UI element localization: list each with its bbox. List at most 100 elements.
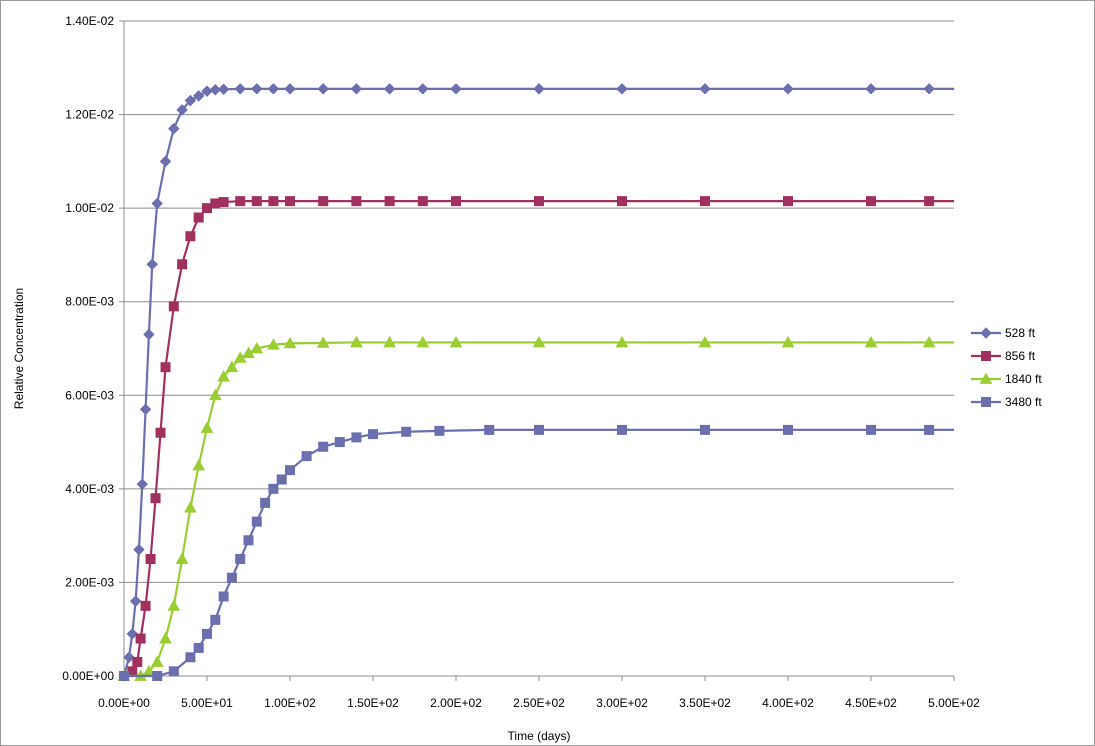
data-point — [184, 94, 197, 107]
data-point — [700, 196, 710, 207]
data-point — [350, 83, 363, 95]
data-point — [534, 424, 544, 435]
data-point — [383, 335, 396, 348]
data-point — [140, 600, 151, 611]
data-point — [251, 516, 262, 527]
data-point — [127, 666, 138, 677]
data-point — [235, 196, 246, 207]
data-point — [616, 83, 628, 95]
data-point — [923, 83, 935, 95]
data-point — [350, 335, 363, 348]
data-point — [417, 83, 429, 95]
data-point — [783, 196, 793, 207]
data-point — [250, 341, 264, 354]
data-point — [351, 196, 362, 207]
data-point — [202, 203, 212, 214]
data-point — [924, 424, 935, 435]
data-point — [334, 437, 345, 448]
data-point — [123, 651, 135, 663]
data-point — [865, 83, 877, 95]
legend-item: 1840 ft — [971, 372, 1042, 386]
data-point — [268, 483, 279, 494]
data-point — [434, 425, 445, 436]
data-point — [383, 83, 396, 95]
legend-item: 528 ft — [971, 326, 1036, 340]
y-tick-label: 2.00E-03 — [65, 575, 114, 589]
data-point — [135, 633, 146, 644]
data-point — [218, 591, 229, 602]
data-point — [276, 474, 287, 485]
series-line — [124, 341, 954, 678]
data-point — [225, 360, 239, 373]
series-line — [123, 200, 954, 677]
data-point — [132, 656, 143, 667]
data-point — [318, 441, 329, 452]
data-point — [384, 196, 395, 207]
gridlines — [124, 20, 954, 583]
series-2 — [117, 335, 954, 681]
legend-label: 1840 ft — [1005, 372, 1042, 386]
data-point — [783, 424, 793, 435]
data-point — [201, 85, 213, 97]
data-point — [136, 478, 148, 490]
y-tick-label: 0.00E+00 — [62, 669, 114, 683]
x-tick-label: 2.00E+02 — [430, 696, 482, 710]
data-point — [192, 90, 205, 102]
data-point — [217, 83, 230, 96]
data-point — [151, 197, 163, 210]
data-point — [283, 336, 297, 349]
data-point — [167, 599, 181, 611]
data-point — [185, 231, 196, 242]
data-point — [351, 432, 362, 443]
x-tick-label: 4.00E+02 — [762, 696, 814, 710]
data-point — [218, 197, 229, 208]
data-point — [699, 83, 711, 95]
data-point — [193, 642, 204, 653]
data-point — [866, 196, 876, 207]
data-point — [284, 83, 296, 95]
data-point — [450, 83, 462, 95]
data-point — [866, 424, 876, 435]
data-point — [698, 335, 712, 348]
data-point — [318, 196, 329, 207]
legend-item: 856 ft — [971, 349, 1036, 363]
data-point — [168, 666, 179, 677]
data-point — [615, 335, 629, 348]
series-1 — [119, 196, 954, 681]
x-tick-label: 5.00E+01 — [181, 696, 233, 710]
legend-label: 856 ft — [1005, 349, 1036, 363]
data-point — [243, 535, 254, 546]
series-0 — [118, 83, 954, 682]
data-point — [210, 198, 221, 209]
legend-swatch-marker — [979, 372, 993, 384]
data-point — [924, 196, 935, 207]
x-tick-label: 2.50E+02 — [513, 696, 565, 710]
data-point — [401, 426, 412, 437]
data-point — [145, 554, 156, 565]
data-point — [146, 258, 158, 270]
data-point — [285, 196, 295, 207]
data-point — [317, 83, 329, 95]
data-point — [617, 196, 627, 207]
legend-swatch-marker — [980, 327, 992, 339]
x-axis-title: Time (days) — [508, 729, 571, 743]
data-point — [285, 465, 295, 476]
y-tick-label: 1.40E-02 — [65, 14, 114, 28]
series-line — [122, 87, 954, 677]
data-point — [150, 655, 164, 667]
legend-label: 3480 ft — [1005, 395, 1042, 409]
data-point — [175, 552, 189, 564]
legend-swatch-marker — [981, 351, 991, 361]
data-point — [176, 104, 188, 116]
x-tick-label: 4.50E+02 — [845, 696, 897, 710]
data-point — [159, 155, 172, 168]
data-point — [451, 196, 461, 207]
data-point — [534, 196, 544, 207]
data-point — [160, 362, 171, 373]
data-point — [260, 497, 271, 508]
series-line — [124, 428, 954, 678]
data-point — [193, 212, 204, 223]
axes — [119, 20, 955, 681]
data-point — [150, 493, 161, 504]
